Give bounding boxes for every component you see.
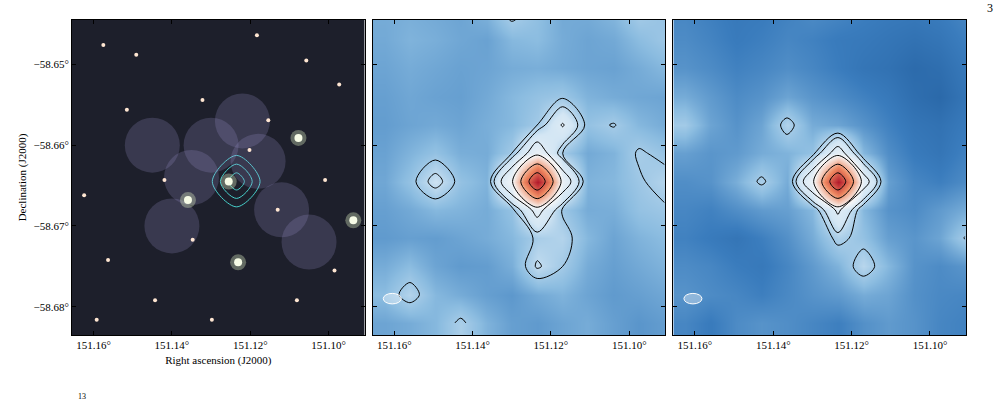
svg-text:151.12°: 151.12°: [534, 339, 569, 351]
svg-text:−58.65°: −58.65°: [33, 58, 68, 70]
svg-text:151.16°: 151.16°: [377, 339, 412, 351]
svg-text:151.10°: 151.10°: [913, 339, 948, 351]
svg-text:−58.66°: −58.66°: [33, 139, 68, 151]
svg-text:13: 13: [78, 392, 86, 401]
svg-text:Declination (J2000): Declination (J2000): [16, 133, 29, 221]
svg-text:151.12°: 151.12°: [834, 339, 869, 351]
svg-text:151.16°: 151.16°: [76, 339, 111, 351]
svg-text:151.14°: 151.14°: [155, 339, 190, 351]
svg-text:Right ascension (J2000): Right ascension (J2000): [165, 354, 272, 367]
svg-text:151.12°: 151.12°: [233, 339, 268, 351]
svg-text:151.10°: 151.10°: [311, 339, 346, 351]
svg-text:−58.68°: −58.68°: [33, 301, 68, 313]
svg-text:151.14°: 151.14°: [455, 339, 490, 351]
svg-text:−58.67°: −58.67°: [33, 220, 68, 232]
svg-text:3: 3: [987, 1, 993, 15]
svg-text:151.16°: 151.16°: [678, 339, 713, 351]
svg-text:151.10°: 151.10°: [612, 339, 647, 351]
svg-text:151.14°: 151.14°: [756, 339, 791, 351]
